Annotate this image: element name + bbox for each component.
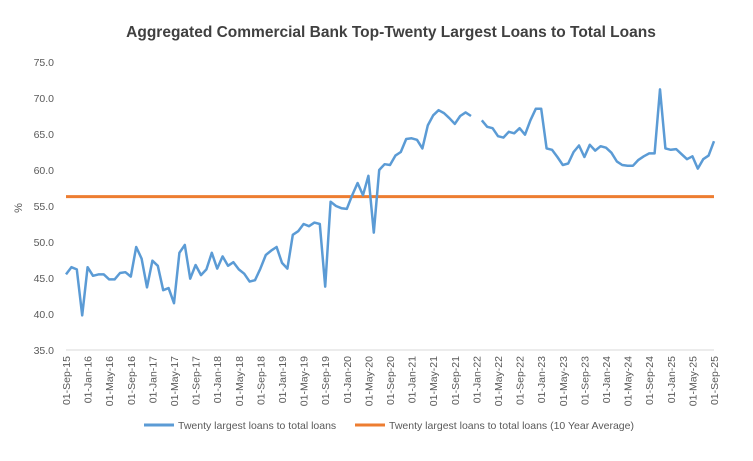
x-tick-label: 01-May-17: [169, 356, 181, 406]
x-tick-label: 01-Sep-20: [385, 356, 397, 405]
legend-label-average: Twenty largest loans to total loans (10 …: [389, 420, 634, 432]
x-tick-label: 01-Sep-16: [126, 356, 138, 405]
x-tick-label: 01-Jan-18: [212, 356, 224, 403]
y-tick-label: 40.0: [34, 309, 55, 321]
x-tick-label: 01-Sep-23: [579, 356, 591, 405]
x-tick-label: 01-Jan-25: [666, 356, 678, 403]
y-axis-title: %: [13, 203, 25, 213]
x-tick-label: 01-May-23: [558, 356, 570, 406]
y-tick-label: 35.0: [34, 345, 55, 357]
y-axis-ticks: 35.0 40.0 45.0 50.0 55.0 60.0 65.0 70.0 75.0: [34, 57, 55, 357]
x-tick-label: 01-Jan-21: [407, 356, 419, 403]
y-tick-label: 60.0: [34, 165, 55, 177]
x-tick-label: 01-Sep-17: [191, 356, 203, 405]
chart-title: Aggregated Commercial Bank Top-Twenty La…: [126, 24, 656, 41]
y-tick-label: 45.0: [34, 273, 55, 285]
y-tick-label: 70.0: [34, 93, 55, 105]
x-tick-label: 01-May-25: [687, 356, 699, 406]
x-tick-label: 01-Jan-20: [342, 356, 354, 403]
x-tick-label: 01-Jan-17: [147, 356, 159, 403]
x-tick-label: 01-Sep-19: [320, 356, 332, 405]
x-tick-label: 01-May-20: [363, 356, 375, 406]
series-line-monthly: [480, 88, 716, 170]
x-tick-label: 01-May-22: [493, 356, 505, 406]
x-tick-label: 01-Jan-23: [536, 356, 548, 403]
x-tick-label: 01-May-24: [623, 356, 635, 406]
x-tick-label: 01-Sep-22: [515, 356, 527, 405]
x-tick-label: 01-Jan-19: [277, 356, 289, 403]
x-tick-label: 01-May-16: [104, 356, 116, 406]
x-tick-label: 01-May-19: [299, 356, 311, 406]
x-axis-ticks: 01-Sep-15 01-Jan-16 01-May-16 01-Sep-16 01-J…: [61, 356, 721, 406]
x-tick-label: 01-Sep-25: [709, 356, 721, 405]
x-tick-label: 01-May-18: [234, 356, 246, 406]
x-tick-label: 01-Jan-24: [601, 356, 613, 403]
y-tick-label: 75.0: [34, 57, 55, 69]
x-tick-label: 01-Sep-15: [61, 356, 73, 405]
x-tick-label: 01-May-21: [428, 356, 440, 406]
legend-label-monthly: Twenty largest loans to total loans: [178, 420, 336, 432]
x-tick-label: 01-Sep-21: [450, 356, 462, 405]
legend: Twenty largest loans to total loans Twen…: [144, 420, 634, 432]
y-tick-label: 50.0: [34, 237, 55, 249]
x-tick-label: 01-Sep-24: [644, 356, 656, 405]
x-tick-label: 01-Jan-22: [471, 356, 483, 403]
x-tick-label: 01-Sep-18: [255, 356, 267, 405]
series-line-monthly: [65, 108, 472, 317]
series-lines: [65, 88, 716, 317]
y-tick-label: 65.0: [34, 129, 55, 141]
y-tick-label: 55.0: [34, 201, 55, 213]
x-tick-label: 01-Jan-16: [83, 356, 95, 403]
